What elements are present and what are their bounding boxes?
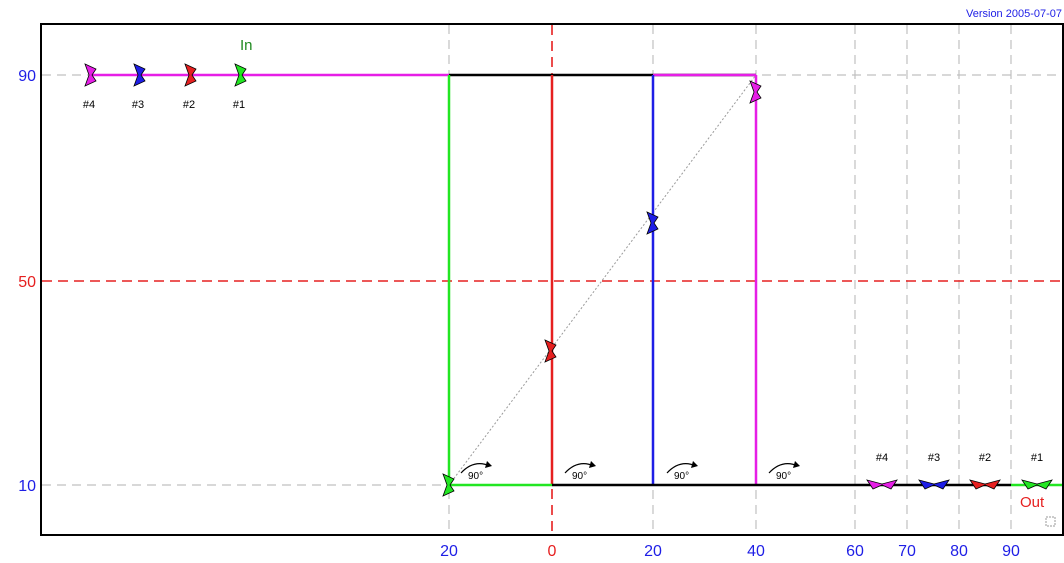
y-tick-label: 90 <box>18 68 36 85</box>
marker-bottom-1 <box>1021 479 1053 490</box>
arrowhead-icon <box>589 461 596 468</box>
y-tick-label: 10 <box>18 478 36 495</box>
rotation-label: 90° <box>468 471 483 482</box>
top-track-labels: #4 #3 #2 #1 <box>83 99 245 111</box>
marker-diagonal-blue <box>646 211 659 235</box>
track-label-bottom: #3 <box>928 452 940 464</box>
y-axis-labels: 90 50 10 <box>18 68 36 495</box>
rotation-label: 90° <box>776 471 791 482</box>
resize-icon <box>1045 516 1056 527</box>
marker-diagonal-magenta <box>749 80 762 104</box>
x-tick-label: 40 <box>747 543 765 560</box>
rotation-indicators: 90° 90° 90° 90° <box>460 461 800 482</box>
bottom-track-labels: #4 #3 #2 #1 <box>876 452 1043 464</box>
diagonal-line <box>448 74 757 486</box>
out-label: Out <box>1020 494 1045 511</box>
arrowhead-icon <box>485 461 492 468</box>
track-label-top: #4 <box>83 99 95 111</box>
track-label-top: #2 <box>183 99 195 111</box>
marker-bottom-4 <box>866 479 898 490</box>
diagonal-markers <box>442 80 762 497</box>
top-markers <box>84 63 247 87</box>
marker-top-3 <box>133 63 146 87</box>
marker-diagonal-green <box>442 473 455 497</box>
track-label-top: #3 <box>132 99 144 111</box>
x-tick-label: 20 <box>644 543 662 560</box>
track-label-bottom: #1 <box>1031 452 1043 464</box>
marker-bottom-3 <box>918 479 950 490</box>
track-label-bottom: #4 <box>876 452 888 464</box>
y-tick-label: 50 <box>18 274 36 291</box>
bottom-markers <box>866 479 1053 490</box>
track-label-bottom: #2 <box>979 452 991 464</box>
rotation-label: 90° <box>572 471 587 482</box>
marker-top-4 <box>84 63 97 87</box>
x-tick-label: 20 <box>440 543 458 560</box>
x-axis-labels: 20 0 20 40 60 70 80 90 <box>440 543 1020 560</box>
marker-diagonal-red <box>544 339 557 363</box>
x-tick-label: 0 <box>548 543 557 560</box>
arrowhead-icon <box>691 461 698 468</box>
x-tick-label: 80 <box>950 543 968 560</box>
marker-top-2 <box>184 63 197 87</box>
marker-bottom-2 <box>969 479 1001 490</box>
in-label: In <box>240 37 253 54</box>
marker-top-1 <box>234 63 247 87</box>
x-tick-label: 70 <box>898 543 916 560</box>
track-label-top: #1 <box>233 99 245 111</box>
x-tick-label: 90 <box>1002 543 1020 560</box>
x-tick-label: 60 <box>846 543 864 560</box>
version-label: Version 2005-07-07 <box>966 8 1062 20</box>
arrowhead-icon <box>793 461 800 468</box>
rotation-label: 90° <box>674 471 689 482</box>
